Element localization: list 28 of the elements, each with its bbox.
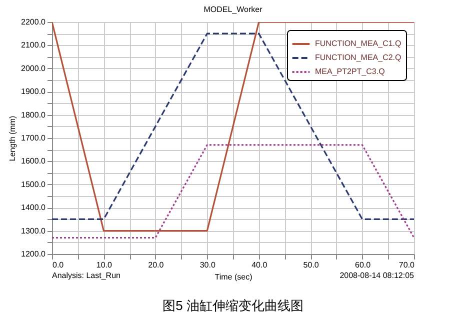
legend-label: MEA_PT2PT_C3.Q <box>315 67 385 76</box>
y-tick-label: 1600.0 <box>21 156 46 166</box>
y-tick-label: 2000.0 <box>21 64 46 73</box>
x-tick-label: 50.0 <box>303 260 320 270</box>
y-tick-label: 1900.0 <box>21 87 46 96</box>
x-tick-label: 60.0 <box>354 260 372 270</box>
text: Analysis: Last_Run <box>52 271 120 280</box>
y-tick-label: 1800.0 <box>21 110 46 120</box>
y-tick-label: 1300.0 <box>21 226 46 236</box>
y-axis-title: Length (mm) <box>8 115 18 162</box>
y-tick-label: 1500.0 <box>21 180 46 189</box>
x-tick-label: 70.0 <box>398 260 416 270</box>
legend-label: FUNCTION_MEA_C1.Q <box>315 39 402 48</box>
y-tick-label: 1700.0 <box>21 134 46 142</box>
y-tick-label: 2200.0 <box>21 18 46 26</box>
caption: 图5 油缸伸缩变化曲线图 <box>162 298 304 313</box>
x-tick-label: 20.0 <box>148 260 164 270</box>
x-axis-title: Time (sec) <box>214 272 253 282</box>
x-tick-label: 30.0 <box>200 260 216 270</box>
x-tick-label: 0.0 <box>52 260 64 270</box>
text: 2008-08-14 08:12:05 <box>340 271 415 280</box>
y-tick-label: 2100.0 <box>21 40 46 50</box>
chart-title: MODEL_Worker <box>204 5 263 14</box>
legend-label: FUNCTION_MEA_C2.Q <box>315 53 402 62</box>
y-tick-label: 1400.0 <box>21 203 46 212</box>
y-tick-label: 1200.0 <box>21 250 46 258</box>
x-tick-label: 40.0 <box>252 260 268 270</box>
x-tick-label: 10.0 <box>96 260 113 270</box>
